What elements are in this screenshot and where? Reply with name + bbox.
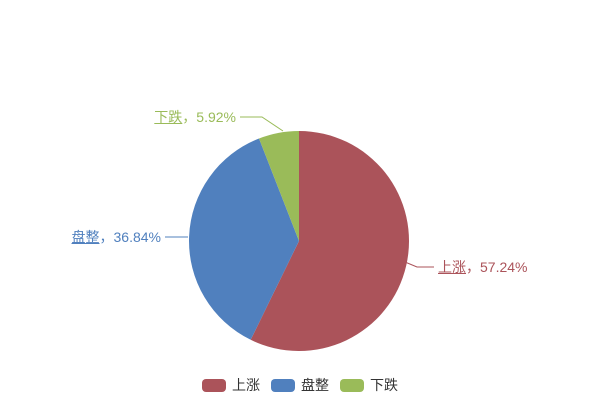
slice-label-name: 上涨 — [438, 259, 466, 275]
pie-slice-2[interactable] — [259, 131, 299, 241]
legend-item-2[interactable]: 下跌 — [340, 375, 398, 395]
legend-label-2: 下跌 — [370, 377, 398, 393]
pie-slice-0[interactable] — [250, 131, 410, 351]
legend-label-1: 盘整 — [301, 377, 329, 393]
legend-swatch-0 — [202, 378, 226, 392]
label-leader-line-0 — [404, 261, 434, 268]
slice-label-1: 盘整，36.84% — [72, 229, 161, 245]
legend-label-0: 上涨 — [232, 377, 260, 393]
slice-label-name: 盘整 — [71, 229, 100, 245]
slice-label-percent: ，5.92% — [182, 109, 236, 125]
legend: 上涨 盘整 下跌 — [0, 376, 600, 394]
slice-label-2: 下跌，5.92% — [154, 109, 236, 125]
legend-swatch-2 — [340, 378, 364, 392]
legend-swatch-1 — [271, 378, 295, 392]
legend-item-1[interactable]: 盘整 — [271, 375, 329, 395]
slice-label-name: 下跌 — [154, 109, 183, 125]
slice-label-percent: ，36.84% — [99, 229, 161, 245]
pie-slice-1[interactable] — [189, 138, 299, 340]
legend-item-0[interactable]: 上涨 — [202, 375, 260, 395]
slice-label-0: 上涨，57.24% — [438, 259, 527, 275]
slice-label-percent: ，57.24% — [466, 259, 528, 275]
label-leader-line-2 — [240, 116, 284, 132]
